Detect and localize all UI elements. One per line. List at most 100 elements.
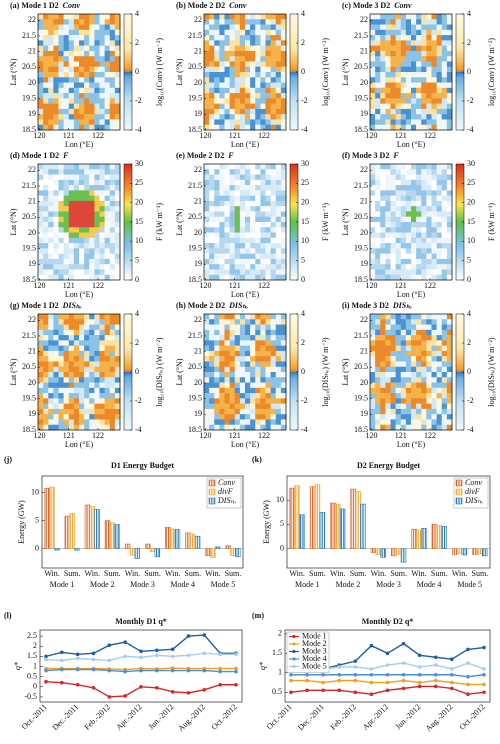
legend-label: DISₕₒ	[217, 496, 237, 505]
point	[91, 651, 96, 656]
point	[123, 669, 127, 674]
x-tick-label: Win.	[289, 569, 304, 578]
point	[401, 686, 406, 691]
bar	[330, 502, 336, 549]
point	[202, 688, 207, 692]
map-frame	[369, 313, 453, 431]
colorbar-label: F (kW m⁻¹)	[321, 203, 330, 241]
y-tick-label: 21.5	[22, 31, 36, 40]
colorbar-tick-label: -4	[467, 125, 474, 134]
panel-label: (g) Mode 1 D2	[10, 301, 59, 310]
group-label: Mode 3	[130, 580, 155, 589]
bar	[205, 548, 211, 557]
x-axis-label: Lon (°E)	[231, 140, 260, 149]
y-tick-label: 22	[28, 165, 36, 174]
colorbar-tick-label: -4	[467, 425, 474, 434]
x-tick-label: 120	[365, 431, 377, 440]
y-tick-label: 5	[35, 515, 39, 524]
bar	[49, 486, 55, 549]
point	[321, 680, 325, 685]
bar	[391, 548, 397, 557]
colorbar-tick-label: 5	[135, 255, 139, 264]
panel-title: (b) Mode 2 D2 Conv	[176, 1, 247, 10]
bar	[54, 548, 60, 551]
x-tick-label: Sum.	[472, 569, 489, 578]
x-tick-label: Sum.	[350, 569, 367, 578]
y-tick-label: 20	[28, 228, 36, 237]
x-tick-label: 122	[92, 431, 104, 440]
y-axis-label: Energy (GW)	[262, 500, 271, 544]
point	[186, 653, 191, 658]
point	[234, 652, 238, 657]
x-tick-label: Win.	[371, 569, 386, 578]
bar	[210, 548, 216, 558]
x-tick-label: Jun.-2012	[394, 702, 423, 731]
x-tick-label: 121	[63, 431, 75, 440]
group-label: Mode 5	[211, 580, 236, 589]
colorbar-tick-label: 20	[301, 197, 309, 206]
y-tick-label: 18.5	[354, 125, 368, 134]
bar	[109, 522, 116, 549]
point	[450, 680, 454, 685]
point	[369, 680, 374, 685]
point	[60, 680, 64, 685]
legend-label: Mode 3	[302, 646, 327, 655]
bar	[64, 515, 71, 549]
x-tick-label: Oct.-2011	[265, 702, 294, 731]
colorbar-tick-label: -2	[301, 96, 308, 105]
y-tick-label: 2	[33, 641, 37, 650]
y-axis-label: q*	[258, 662, 267, 670]
point	[337, 665, 342, 669]
point	[450, 657, 454, 661]
map-raster	[38, 164, 121, 281]
colorbar-tick-label: -2	[135, 396, 142, 405]
point	[353, 659, 358, 663]
point	[369, 667, 374, 671]
point	[466, 661, 470, 665]
colorbar-tick-label: 25	[135, 178, 143, 187]
y-tick-label: 0	[280, 543, 284, 552]
map-raster	[370, 14, 453, 131]
colorbar-label: log₁₀(Conv) (W m⁻²)	[487, 38, 496, 106]
bar	[289, 487, 296, 549]
colorbar-tick-label: 0	[135, 67, 139, 76]
panel-label: (i) Mode 3 D2	[342, 301, 389, 310]
point	[433, 655, 438, 660]
x-tick-label: 120	[199, 131, 211, 140]
point	[369, 643, 374, 648]
y-tick-label: 19.5	[354, 243, 368, 252]
legend-swatch	[208, 479, 216, 487]
y-tick-label: 20	[194, 378, 202, 387]
panel-label: (c) Mode 3 D2	[342, 1, 390, 10]
x-tick-label: Win.	[330, 569, 345, 578]
point	[466, 647, 470, 652]
colorbar-tick-label: 15	[467, 217, 475, 226]
plot-frame	[39, 629, 243, 703]
bar	[360, 503, 366, 549]
colorbar-tick-label: 0	[467, 67, 471, 76]
point	[186, 691, 191, 695]
y-tick-label: 20.5	[354, 362, 368, 371]
y-tick-label: 20.5	[354, 212, 368, 221]
bar	[451, 548, 458, 555]
point	[123, 640, 127, 644]
x-tick-label: Win.	[411, 569, 426, 578]
map-raster	[370, 164, 453, 281]
point	[401, 661, 406, 665]
bar	[89, 506, 95, 549]
y-tick-label: 21	[360, 46, 368, 55]
y-tick-label: 2	[278, 629, 282, 638]
colorbar-tick-label: 0	[135, 275, 139, 284]
y-tick-label: 19.5	[354, 393, 368, 402]
bar	[225, 545, 231, 549]
legend-label: Mode 4	[302, 654, 327, 663]
point	[107, 658, 112, 663]
bar	[299, 514, 305, 549]
colorbar-tick-label: 4	[135, 309, 139, 318]
map-frame	[203, 13, 287, 131]
x-tick-label: 121	[395, 131, 407, 140]
point	[44, 654, 48, 659]
x-tick-label: Sum.	[64, 569, 81, 578]
map-frame	[369, 163, 453, 281]
map-raster	[204, 314, 287, 431]
